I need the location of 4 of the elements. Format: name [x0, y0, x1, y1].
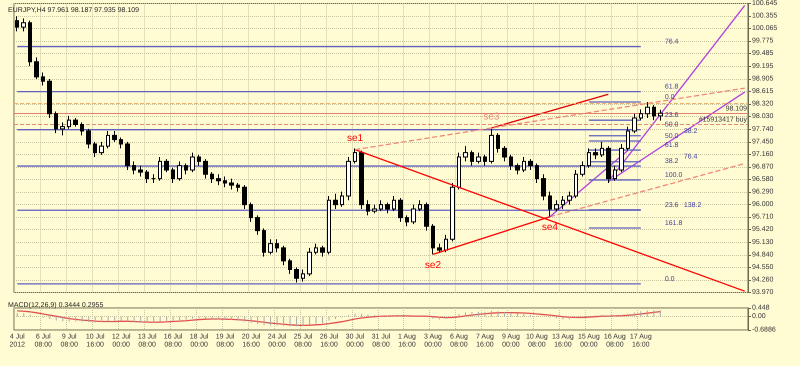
data-label: se2 [424, 260, 442, 271]
data-label: se4 [542, 222, 558, 234]
data-label: se3 [483, 111, 500, 122]
data-label: se1 [346, 133, 364, 144]
